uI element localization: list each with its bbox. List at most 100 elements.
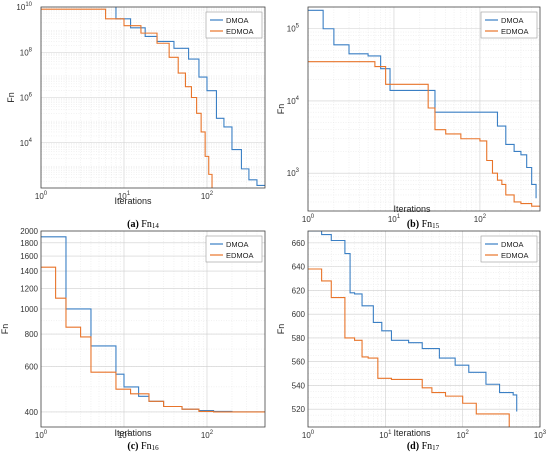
caption-sub: 14 — [151, 222, 159, 230]
x-tick-exponent: 2 — [465, 430, 469, 436]
legend-label: DMOA — [226, 16, 249, 25]
caption-fn: Fn — [421, 219, 433, 230]
grid-minor — [41, 231, 265, 427]
series-line-dmoa — [115, 7, 265, 186]
x-tick-exponent: 2 — [483, 214, 487, 220]
y-tick-label: 1000 — [20, 305, 38, 314]
y-tick-label: 1600 — [20, 252, 38, 261]
plot-frame — [40, 6, 266, 189]
caption-fn: Fn — [141, 441, 152, 452]
legend-label: EDMOA — [226, 251, 254, 260]
y-tick-label: 800 — [25, 330, 39, 339]
legend-label: EDMOA — [226, 27, 254, 36]
series-line-dmoa — [308, 9, 537, 199]
series-line-edmoa — [308, 61, 540, 207]
chart-d: 100 101 102 103520540560580600620640660Iter… — [276, 230, 547, 440]
y-tick-exponent: 8 — [29, 47, 33, 53]
plot-area — [308, 231, 540, 427]
legend-box — [480, 235, 538, 263]
caption-fn: Fn — [141, 219, 152, 230]
x-tick-exponent: 0 — [311, 214, 315, 220]
series-line-edmoa — [41, 8, 213, 188]
caption-sub: 17 — [432, 444, 440, 452]
caption-tag: (a) — [127, 219, 139, 230]
y-tick-label: 103 — [287, 168, 300, 178]
caption-tag: (b) — [406, 219, 420, 230]
y-tick-label: 106 — [20, 93, 33, 103]
x-tick-exponent: 2 — [210, 430, 214, 436]
x-axis-label: Iterations — [393, 204, 431, 214]
caption-sub: 15 — [432, 222, 440, 230]
y-tick-label: 1200 — [20, 284, 38, 293]
x-tick-label: 103 — [534, 430, 547, 440]
series-line-edmoa — [41, 266, 265, 413]
caption-b: (b) Fn15 — [407, 219, 439, 230]
x-tick-label: 102 — [201, 191, 214, 201]
legend: DMOA EDMOA — [205, 235, 263, 263]
x-tick-exponent: 2 — [210, 191, 214, 197]
y-tick-label: 520 — [292, 405, 306, 414]
y-tick-exponent: 3 — [296, 168, 300, 174]
chart-a: 100 101 1021041061081010IterationsFnDMOAED… — [6, 2, 266, 206]
y-tick-exponent: 4 — [29, 138, 33, 144]
caption-tag: (c) — [127, 441, 139, 452]
y-tick-label: 580 — [292, 334, 306, 343]
x-tick-exponent: 0 — [44, 191, 48, 197]
y-tick-exponent: 10 — [25, 2, 32, 8]
x-tick-label: 101 — [379, 430, 392, 440]
series-line-edmoa — [308, 268, 510, 427]
plot-frame — [307, 230, 541, 428]
y-tick-label: 540 — [292, 381, 306, 390]
x-tick-exponent: 0 — [44, 430, 48, 436]
x-tick-label: 100 — [35, 430, 48, 440]
legend: DMOA EDMOA — [480, 235, 538, 263]
legend-label: EDMOA — [501, 27, 529, 36]
x-tick-label: 102 — [201, 430, 214, 440]
x-tick-label: 100 — [35, 191, 48, 201]
plot-area — [308, 7, 540, 211]
y-tick-label: 560 — [292, 358, 306, 367]
y-tick-label: 104 — [20, 138, 33, 148]
y-tick-label: 660 — [292, 239, 306, 248]
x-tick-exponent: 1 — [397, 214, 401, 220]
caption-tag: (d) — [406, 441, 420, 452]
y-tick-label: 1010 — [16, 2, 32, 12]
x-tick-label: 102 — [457, 430, 470, 440]
plot-area — [41, 231, 265, 427]
x-tick-exponent: 1 — [388, 430, 392, 436]
series-line-dmoa — [308, 231, 518, 412]
y-axis-label: Fn — [6, 92, 16, 103]
x-tick-label: 101 — [388, 214, 401, 224]
x-axis-label: Iterations — [393, 428, 431, 438]
y-tick-label: 400 — [25, 408, 39, 417]
y-tick-label: 600 — [25, 362, 39, 371]
legend-box — [480, 11, 538, 39]
x-tick-label: 101 — [118, 191, 131, 201]
legend-box — [205, 235, 263, 263]
y-tick-exponent: 6 — [29, 93, 33, 99]
x-tick-label: 101 — [118, 430, 131, 440]
y-tick-label: 620 — [292, 286, 306, 295]
caption-d: (d) Fn17 — [407, 441, 439, 452]
y-axis-label: Fn — [0, 324, 10, 335]
grid-minor — [308, 7, 540, 211]
caption-c: (c) Fn16 — [127, 441, 158, 452]
y-tick-exponent: 5 — [296, 24, 300, 30]
legend-box — [205, 11, 263, 39]
plot-frame — [40, 230, 266, 428]
y-tick-label: 1800 — [20, 239, 38, 248]
x-axis-label: Iterations — [114, 428, 152, 438]
x-tick-exponent: 3 — [543, 430, 547, 436]
x-tick-label: 102 — [474, 214, 487, 224]
caption-a: (a) Fn14 — [127, 219, 159, 230]
x-axis-label: Iterations — [114, 196, 152, 206]
plot-frame — [307, 6, 541, 212]
legend-label: DMOA — [501, 16, 524, 25]
y-tick-label: 1400 — [20, 267, 38, 276]
legend: DMOA EDMOA — [480, 11, 538, 39]
x-tick-label: 100 — [302, 430, 315, 440]
y-axis-label: Fn — [276, 104, 286, 115]
caption-fn: Fn — [421, 441, 433, 452]
caption-sub: 16 — [151, 444, 159, 452]
